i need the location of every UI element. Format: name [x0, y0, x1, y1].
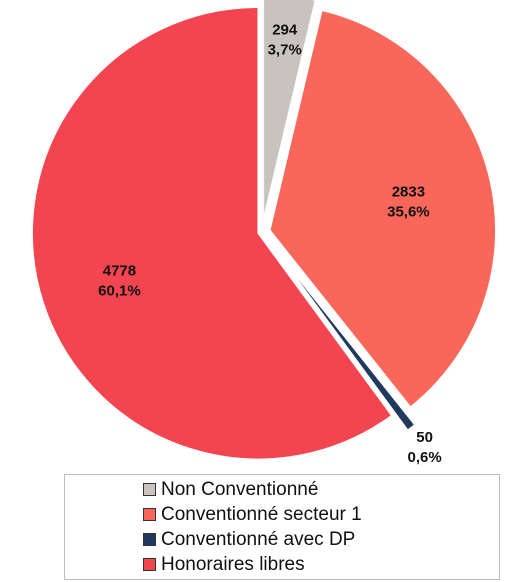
pie-slice-conventionne-secteur-1: [268, 9, 497, 409]
legend-label-conventionne-secteur-1: Conventionné secteur 1: [161, 503, 362, 525]
pie-slice-conventionne-avec-dp: [273, 247, 416, 432]
pie-slice-non-conventionne: [262, 0, 317, 221]
legend-swatch-conventionne-avec-dp: [143, 533, 156, 546]
legend: Non Conventionné Conventionné secteur 1 …: [64, 474, 500, 580]
pie-chart: 294 3,7% 2833 35,6% 50 0,6% 4778 60,1%: [31, 0, 497, 466]
data-label-percent-honoraires-libres: 60,1%: [98, 283, 141, 300]
data-label-value-conventionne-avec-dp: 50: [416, 429, 433, 446]
legend-item-honoraires-libres: Honoraires libres: [143, 552, 499, 577]
legend-label-non-conventionne: Non Conventionné: [161, 478, 319, 500]
data-label-percent-non-conventionne: 3,7%: [268, 41, 302, 58]
legend-swatch-conventionne-secteur-1: [143, 508, 156, 521]
data-label-value-honoraires-libres: 4778: [103, 263, 136, 280]
data-label-percent-conventionne-secteur-1: 35,6%: [387, 203, 430, 220]
legend-item-conventionne-secteur-1: Conventionné secteur 1: [143, 502, 499, 527]
legend-item-conventionne-avec-dp: Conventionné avec DP: [143, 527, 499, 552]
legend-swatch-non-conventionne: [143, 483, 156, 496]
legend-item-non-conventionne: Non Conventionné: [143, 477, 499, 502]
legend-label-honoraires-libres: Honoraires libres: [161, 553, 305, 575]
data-label-value-conventionne-secteur-1: 2833: [392, 183, 425, 200]
legend-swatch-honoraires-libres: [143, 558, 156, 571]
legend-label-conventionne-avec-dp: Conventionné avec DP: [161, 528, 356, 550]
pie-slice-honoraires-libres: [31, 6, 393, 460]
data-label-value-non-conventionne: 294: [272, 21, 298, 38]
data-label-percent-conventionne-avec-dp: 0,6%: [408, 449, 442, 466]
